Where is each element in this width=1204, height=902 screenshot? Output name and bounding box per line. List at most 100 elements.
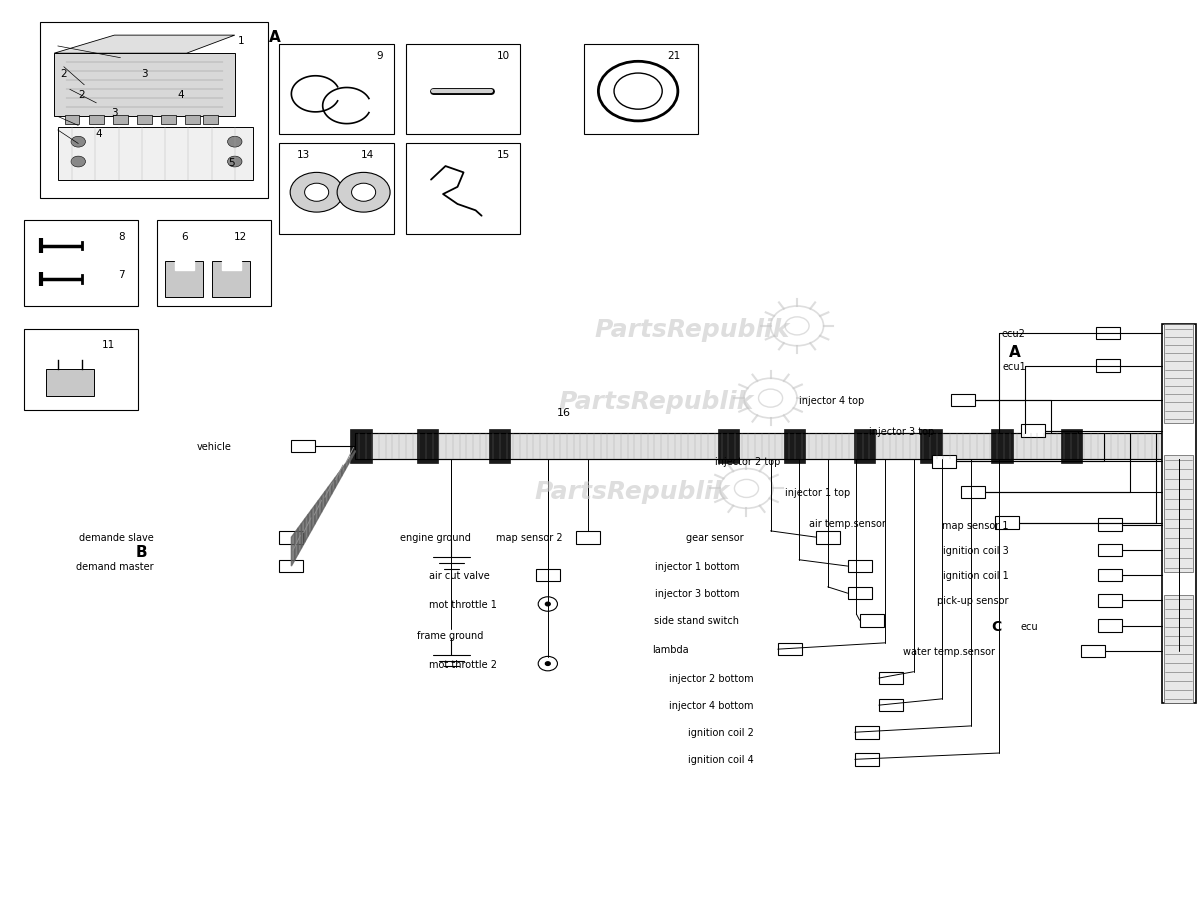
Text: 2: 2 (78, 89, 85, 100)
Text: 2: 2 (60, 69, 67, 79)
Bar (854, 429, 875, 464)
Circle shape (352, 184, 376, 202)
Bar (279, 45, 394, 135)
Polygon shape (305, 515, 308, 542)
Text: PartsRepublik: PartsRepublik (559, 390, 754, 413)
Text: injector 1 top: injector 1 top (785, 487, 850, 498)
Text: frame ground: frame ground (417, 630, 483, 640)
Bar (816, 531, 840, 544)
Text: C: C (991, 619, 1002, 633)
Text: PartsRepublik: PartsRepublik (595, 318, 790, 341)
Polygon shape (325, 487, 329, 507)
Text: ecu: ecu (1020, 621, 1038, 631)
Text: 14: 14 (360, 150, 374, 161)
Text: water temp.sensor: water temp.sensor (903, 646, 995, 657)
Polygon shape (329, 483, 331, 501)
Bar (879, 699, 903, 712)
Bar (279, 560, 303, 573)
Text: map sensor 2: map sensor 2 (496, 532, 562, 543)
Bar (161, 115, 176, 124)
Text: 4: 4 (177, 89, 184, 100)
Circle shape (228, 157, 242, 168)
Polygon shape (308, 511, 312, 537)
Text: ignition coil 4: ignition coil 4 (687, 754, 754, 765)
Bar (24, 221, 138, 307)
Bar (991, 429, 1013, 464)
Text: side stand switch: side stand switch (654, 615, 739, 626)
Polygon shape (318, 497, 321, 519)
Text: 5: 5 (228, 157, 235, 168)
Text: A: A (268, 31, 281, 45)
Text: injector 2 bottom: injector 2 bottom (669, 673, 754, 684)
Circle shape (545, 603, 550, 606)
Text: 8: 8 (118, 232, 125, 243)
Text: ignition coil 1: ignition coil 1 (943, 570, 1009, 581)
Polygon shape (291, 533, 295, 566)
Bar (932, 456, 956, 468)
Text: mot throttle 2: mot throttle 2 (429, 658, 496, 669)
Bar (920, 429, 942, 464)
Text: ecu2: ecu2 (1002, 328, 1026, 339)
Bar (89, 115, 104, 124)
Bar (279, 531, 303, 544)
Polygon shape (312, 506, 315, 530)
Polygon shape (335, 474, 338, 489)
Polygon shape (352, 451, 355, 458)
Bar (137, 115, 152, 124)
Bar (584, 45, 698, 135)
Bar (1098, 594, 1122, 607)
Bar (1098, 620, 1122, 632)
Bar (576, 531, 600, 544)
Polygon shape (338, 469, 342, 483)
Bar (778, 643, 802, 656)
Text: 3: 3 (141, 69, 148, 79)
Bar (1081, 645, 1105, 658)
Bar (406, 144, 520, 235)
Bar (46, 370, 94, 397)
Text: vehicle: vehicle (196, 441, 231, 452)
Text: mot throttle 1: mot throttle 1 (429, 599, 496, 610)
Bar (848, 560, 872, 573)
Polygon shape (295, 529, 299, 560)
Circle shape (305, 184, 329, 202)
Text: 6: 6 (181, 232, 188, 243)
Polygon shape (222, 262, 241, 271)
Text: 11: 11 (101, 339, 116, 350)
Bar (24, 329, 138, 410)
Text: 3: 3 (111, 107, 118, 118)
Polygon shape (301, 520, 305, 548)
Text: A: A (1009, 345, 1021, 359)
Circle shape (228, 137, 242, 148)
Bar (1061, 429, 1082, 464)
Text: 1: 1 (237, 35, 244, 46)
Bar (212, 262, 250, 298)
Polygon shape (342, 465, 346, 476)
Circle shape (71, 157, 85, 168)
Text: 13: 13 (296, 150, 311, 161)
Bar (157, 221, 271, 307)
Text: ignition coil 3: ignition coil 3 (943, 545, 1009, 556)
Bar (1098, 519, 1122, 531)
Bar (406, 45, 520, 135)
Polygon shape (299, 524, 301, 555)
Bar (54, 54, 235, 117)
Polygon shape (58, 128, 253, 180)
Circle shape (545, 662, 550, 666)
Bar (185, 115, 200, 124)
Circle shape (71, 137, 85, 148)
Text: 21: 21 (667, 51, 681, 61)
Polygon shape (315, 502, 318, 524)
Bar (1098, 569, 1122, 582)
Text: 10: 10 (497, 51, 509, 61)
Text: gear sensor: gear sensor (686, 532, 744, 543)
Text: injector 1 bottom: injector 1 bottom (655, 561, 739, 572)
Bar (291, 440, 315, 453)
Text: PartsRepublik: PartsRepublik (535, 480, 730, 503)
Text: pick-up sensor: pick-up sensor (938, 595, 1009, 606)
Bar (489, 429, 510, 464)
Bar (355, 434, 1162, 459)
Polygon shape (175, 262, 194, 271)
Bar (1164, 456, 1193, 573)
Bar (417, 429, 438, 464)
Bar (1021, 425, 1045, 437)
